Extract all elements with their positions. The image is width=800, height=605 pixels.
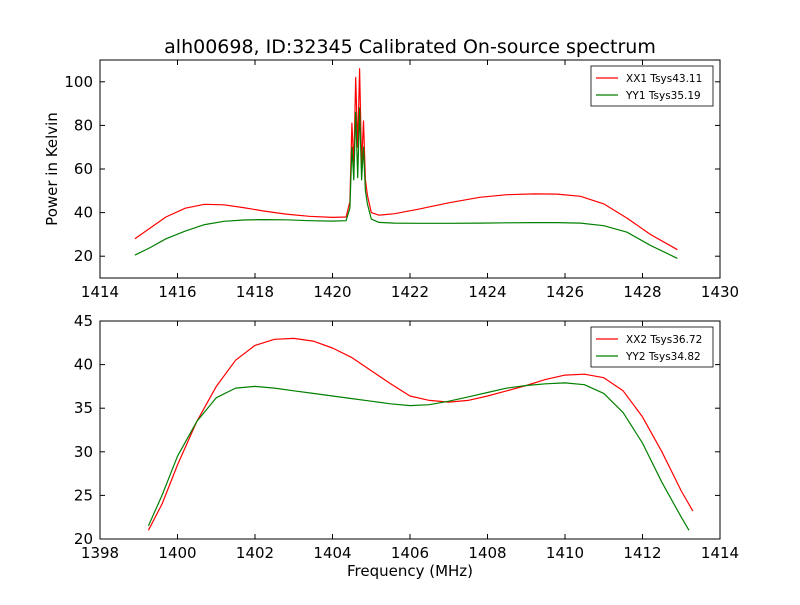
- y-tick-label: 60: [74, 160, 93, 178]
- legend-label-xx2: XX2 Tsys36.72: [626, 334, 702, 346]
- x-tick-label: 1406: [391, 544, 429, 562]
- legend-label-yy2: YY2 Tsys34.82: [625, 351, 701, 363]
- top-y-axis-label: Power in Kelvin: [43, 112, 61, 226]
- bottom-axes-frame: [99, 320, 721, 540]
- top-legend: XX1 Tsys43.11 YY1 Tsys35.19: [590, 65, 714, 107]
- y-tick-label: 100: [64, 73, 93, 91]
- bottom-spectrum-panel: 1398 1400 1402 1404 1406 1408 1410 1412 1414 20 25…: [74, 312, 739, 580]
- x-tick-label: 1398: [81, 544, 119, 562]
- y-tick-label: 40: [74, 204, 93, 222]
- series-line-top-0: [134, 68, 678, 251]
- top-axes-frame: [99, 59, 721, 279]
- x-tick-label: 1400: [158, 544, 196, 562]
- x-tick-label: 1410: [546, 544, 584, 562]
- bottom-legend-box: [590, 326, 714, 368]
- bottom-x-axis-label: Frequency (MHz): [347, 562, 473, 580]
- figure-title: alh00698, ID:32345 Calibrated On-source …: [164, 36, 656, 58]
- x-tick-label: 1414: [81, 283, 119, 301]
- top-series-layer: [134, 68, 678, 259]
- x-tick-label: 1430: [701, 283, 739, 301]
- x-tick-label: 1412: [623, 544, 661, 562]
- top-spectrum-panel: 1414 1416 1418 1420 1422 1424 1426 1428 1430 20 40…: [43, 59, 739, 301]
- y-tick-label: 25: [74, 486, 93, 504]
- series-line-top-1: [134, 107, 678, 259]
- legend-label-xx1: XX1 Tsys43.11: [626, 73, 702, 85]
- y-tick-label: 40: [74, 356, 93, 374]
- y-tick-label: 30: [74, 443, 93, 461]
- y-tick-label: 35: [74, 399, 93, 417]
- x-tick-label: 1420: [313, 283, 351, 301]
- series-line-bottom-0: [147, 337, 694, 531]
- x-tick-label: 1414: [701, 544, 739, 562]
- x-tick-label: 1408: [468, 544, 506, 562]
- y-tick-label: 80: [74, 116, 93, 134]
- bottom-legend: XX2 Tsys36.72 YY2 Tsys34.82: [590, 326, 714, 368]
- bottom-series-layer: [147, 337, 694, 531]
- x-tick-label: 1424: [468, 283, 506, 301]
- x-tick-label: 1418: [236, 283, 274, 301]
- x-tick-label: 1426: [546, 283, 584, 301]
- y-tick-label: 20: [74, 530, 93, 548]
- series-line-bottom-1: [147, 382, 690, 531]
- top-legend-box: [590, 65, 714, 107]
- x-tick-label: 1402: [236, 544, 274, 562]
- x-tick-label: 1416: [158, 283, 196, 301]
- x-tick-label: 1428: [623, 283, 661, 301]
- x-tick-label: 1422: [391, 283, 429, 301]
- top-ticks-layer: 1414 1416 1418 1420 1422 1424 1426 1428 1430 20 40…: [64, 60, 739, 301]
- x-tick-label: 1404: [313, 544, 351, 562]
- bottom-ticks-layer: 1398 1400 1402 1404 1406 1408 1410 1412 1414 20 25…: [74, 312, 739, 562]
- legend-label-yy1: YY1 Tsys35.19: [625, 90, 701, 102]
- y-tick-label: 20: [74, 247, 93, 265]
- y-tick-label: 45: [74, 312, 93, 330]
